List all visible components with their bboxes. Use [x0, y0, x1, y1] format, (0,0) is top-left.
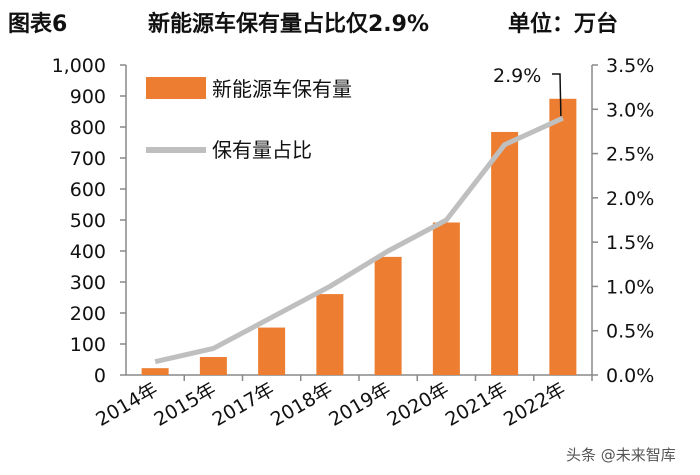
right-tick-label: 0.0% — [606, 365, 654, 387]
annotation-label: 2.9% — [493, 65, 541, 87]
left-tick-label: 200 — [70, 303, 106, 325]
legend-bar-swatch — [146, 77, 206, 99]
left-tick-label: 800 — [70, 117, 106, 139]
x-tick-label: 2022年 — [500, 378, 569, 431]
bar — [258, 327, 286, 375]
bar — [316, 294, 344, 375]
right-tick-label: 1.0% — [606, 276, 654, 298]
bar — [141, 368, 169, 375]
left-y-axis: 0 100 200 300 400 500 600 700 800 900 1,000 — [52, 55, 127, 387]
title-bar: 图表6 新能源车保有量占比仅2.9% 单位：万台 — [0, 0, 700, 46]
right-tick-label: 3.5% — [606, 55, 654, 77]
chart-title: 新能源车保有量占比仅2.9% — [148, 12, 430, 37]
left-tick-label: 600 — [70, 179, 106, 201]
right-tick-label: 3.0% — [606, 99, 654, 121]
left-tick-label: 900 — [70, 86, 106, 108]
left-tick-label: 500 — [70, 210, 106, 232]
left-tick-label: 100 — [70, 334, 106, 356]
x-tick-label: 2020年 — [384, 378, 453, 431]
right-tick-label: 2.5% — [606, 144, 654, 166]
figure-label: 图表6 — [8, 12, 68, 37]
bar — [199, 357, 227, 375]
bar — [374, 256, 402, 375]
x-tick-label: 2017年 — [209, 378, 278, 431]
legend-bar-label: 新能源车保有量 — [212, 77, 352, 101]
left-tick-label: 700 — [70, 148, 106, 170]
right-tick-label: 2.0% — [606, 188, 654, 210]
right-tick-label: 0.5% — [606, 321, 654, 343]
annotation-leader-line — [552, 73, 562, 117]
x-tick-label: 2019年 — [325, 378, 394, 431]
watermark: 头条 @未来智库 — [566, 444, 676, 465]
bar — [432, 222, 460, 375]
x-tick-label: 2018年 — [267, 378, 336, 431]
right-tick-label: 1.5% — [606, 232, 654, 254]
bar — [549, 98, 577, 375]
right-y-axis: 0.0% 0.5% 1.0% 1.5% 2.0% 2.5% 3.0% 3.5% — [591, 55, 654, 387]
watermark-text: 头条 @未来智库 — [566, 446, 676, 464]
annotation: 2.9% — [493, 65, 562, 117]
x-tick-label: 2015年 — [151, 378, 220, 431]
bar-series — [141, 98, 577, 375]
left-tick-label: 400 — [70, 241, 106, 263]
legend: 新能源车保有量 保有量占比 — [146, 77, 352, 162]
line-series — [154, 115, 564, 365]
bar — [491, 131, 519, 375]
left-tick-label: 300 — [70, 272, 106, 294]
x-tick-label: 2021年 — [442, 378, 511, 431]
left-tick-label: 1,000 — [52, 55, 106, 77]
legend-line-label: 保有量占比 — [212, 138, 312, 162]
unit-label: 单位：万台 — [508, 12, 619, 37]
left-tick-label: 0 — [94, 365, 106, 387]
share-line — [154, 115, 564, 365]
